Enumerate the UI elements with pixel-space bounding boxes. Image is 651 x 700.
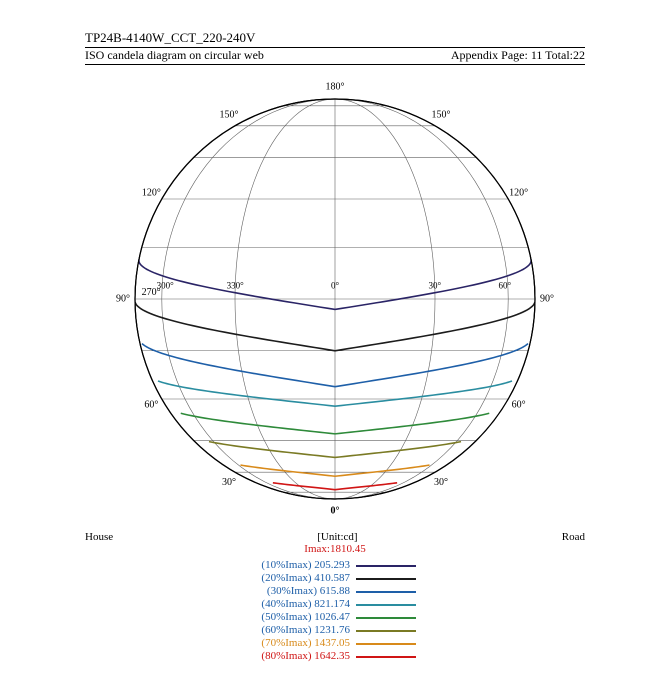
svg-text:0°: 0° [331,281,340,291]
appendix-info: Appendix Page: 11 Total:22 [451,48,585,63]
house-label: House [85,531,113,543]
legend-swatch [356,643,416,645]
legend-swatch [356,578,416,580]
road-label: Road [562,531,585,543]
legend-label: (60%Imax) 1231.76 [185,624,356,637]
svg-text:60°: 60° [512,399,526,410]
legend: (10%Imax) 205.293(20%Imax) 410.587(30%Im… [185,559,485,663]
svg-text:30°: 30° [222,477,236,488]
svg-text:0°: 0° [331,505,340,516]
legend-swatch [356,604,416,606]
svg-text:90°: 90° [540,293,554,304]
legend-label: (30%Imax) 615.88 [185,585,356,598]
legend-label: (20%Imax) 410.587 [185,572,356,585]
legend-label: (10%Imax) 205.293 [185,559,356,572]
legend-label: (80%Imax) 1642.35 [185,650,356,663]
svg-text:90°: 90° [116,293,130,304]
axis-bottom-row: House [Unit:cd] Road [85,531,585,543]
legend-row: (20%Imax) 410.587 [185,572,485,585]
legend-label: (70%Imax) 1437.05 [185,637,356,650]
svg-text:120°: 120° [142,187,161,198]
svg-text:330°: 330° [227,281,245,291]
doc-title: TP24B-4140W_CCT_220-240V [85,30,585,48]
svg-text:60°: 60° [144,399,158,410]
legend-label: (40%Imax) 821.174 [185,598,356,611]
legend-swatch [356,656,416,658]
svg-text:150°: 150° [220,110,239,121]
legend-row: (10%Imax) 205.293 [185,559,485,572]
svg-text:60°: 60° [499,281,512,291]
subtitle-row: ISO candela diagram on circular web Appe… [85,48,585,65]
svg-text:30°: 30° [429,281,442,291]
legend-row: (80%Imax) 1642.35 [185,650,485,663]
legend-row: (70%Imax) 1437.05 [185,637,485,650]
svg-text:120°: 120° [509,187,528,198]
iso-candela-globe: 180°150°150°120°120°90°90°270°60°60°30°3… [85,69,585,529]
svg-text:300°: 300° [157,281,175,291]
legend-row: (50%Imax) 1026.47 [185,611,485,624]
legend-swatch [356,565,416,567]
legend-label: (50%Imax) 1026.47 [185,611,356,624]
imax-value: Imax:1810.45 [304,543,365,555]
chart-subtitle: ISO candela diagram on circular web [85,48,264,63]
legend-row: (30%Imax) 615.88 [185,585,485,598]
svg-text:30°: 30° [434,477,448,488]
svg-text:180°: 180° [326,81,345,92]
svg-text:150°: 150° [432,110,451,121]
legend-swatch [356,617,416,619]
unit-label: [Unit:cd] [317,531,357,543]
legend-row: (60%Imax) 1231.76 [185,624,485,637]
legend-swatch [356,630,416,632]
legend-row: (40%Imax) 821.174 [185,598,485,611]
legend-swatch [356,591,416,593]
